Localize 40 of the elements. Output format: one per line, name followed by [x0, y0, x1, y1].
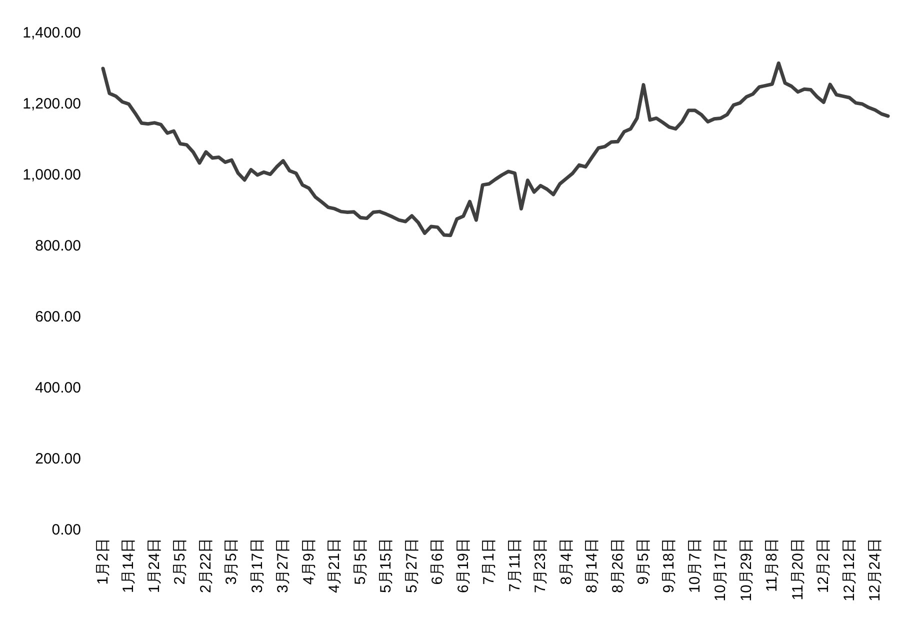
y-tick-label: 200.00: [35, 450, 81, 468]
x-tick-label: 10月7日: [686, 538, 704, 594]
x-tick-label: 10月17日: [712, 538, 730, 602]
x-tick-label: 8月4日: [558, 538, 575, 585]
y-tick-label: 1,000.00: [22, 166, 81, 184]
y-tick-label: 800.00: [35, 238, 81, 254]
x-tick-label: 3月17日: [248, 538, 266, 594]
y-tick-label: 1,200.00: [22, 96, 81, 112]
x-tick-label: 1月14日: [120, 538, 138, 594]
x-tick-label: 3月27日: [274, 538, 292, 594]
x-tick-label: 5月5日: [352, 538, 369, 585]
x-tick-label: 7月11日: [506, 538, 524, 592]
x-tick-label: 5月15日: [378, 538, 395, 594]
y-tick-label: 0.00: [52, 522, 81, 538]
x-tick-label: 4月21日: [326, 538, 344, 594]
x-tick-label: 1月2日: [94, 538, 112, 585]
y-tick-label: 400.00: [35, 380, 81, 396]
y-tick-label: 600.00: [35, 308, 81, 326]
x-tick-label: 11月8日: [764, 538, 781, 592]
x-tick-label: 8月14日: [584, 538, 601, 594]
y-tick-label: 1,400.00: [22, 24, 81, 42]
x-tick-label: 12月24日: [866, 538, 884, 602]
x-tick-label: 4月9日: [300, 538, 318, 585]
x-tick-label: 11月20日: [789, 538, 806, 600]
x-tick-label: 2月5日: [172, 538, 189, 585]
x-tick-label: 6月19日: [454, 538, 472, 594]
x-tick-label: 12月12日: [840, 538, 858, 602]
x-tick-label: 9月18日: [660, 538, 678, 594]
x-tick-label: 6月6日: [429, 538, 446, 585]
line-series: [101, 61, 890, 238]
x-tick-label: 12月2日: [815, 538, 832, 594]
x-tick-label: 2月22日: [197, 538, 214, 594]
x-tick-label: 10月29日: [738, 538, 755, 602]
x-tick-label: 7月23日: [532, 538, 550, 594]
x-tick-label: 8月26日: [609, 538, 626, 594]
x-tick-label: 7月1日: [480, 538, 498, 585]
x-tick-label: 1月24日: [146, 538, 163, 594]
x-tick-label: 9月5日: [634, 538, 652, 585]
x-tick-label: 3月5日: [223, 538, 240, 585]
x-tick-label: 5月27日: [403, 538, 420, 594]
